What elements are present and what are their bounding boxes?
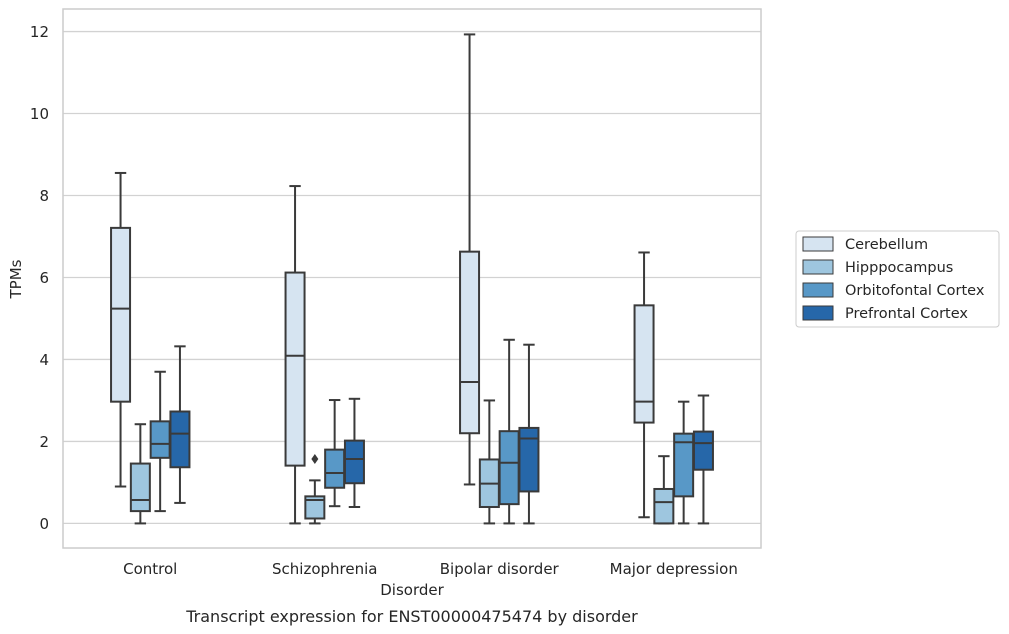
legend-label: Hipppocampus [845,260,953,276]
figure-caption: Transcript expression for ENST0000047547… [185,607,638,626]
legend-swatch [802,282,834,298]
y-tick-label: 8 [39,187,49,205]
legend: Cerebellum Hipppocampus Orbitofontal Corte… [795,230,1000,328]
x-axis-label: Disorder [380,581,444,599]
box-iqr [498,430,520,506]
y-tick-label: 2 [39,433,49,451]
legend-label: Prefrontal Cortex [845,306,968,322]
box-iqr [343,439,365,485]
box-hipppocampus [478,399,500,525]
box-orbitofontal-cortex [498,338,520,525]
legend-frame [795,230,1000,328]
box-prefrontal-cortex [692,394,714,525]
box-hipppocampus [129,423,151,525]
y-axis-label: TPMs [7,259,25,299]
y-tick-label: 10 [30,105,49,123]
y-tick-labels: 0 2 4 6 8 10 12 [30,23,49,533]
box-iqr [110,226,132,403]
x-tick-label: Control [123,560,177,578]
y-tick-label: 12 [30,23,49,41]
box-cerebellum [633,251,655,519]
x-tick-label: Major depression [610,560,738,578]
legend-swatch [802,236,834,252]
box-orbitofontal-cortex [324,399,346,508]
box-prefrontal-cortex [518,343,540,525]
box-cerebellum [110,171,132,488]
box-cerebellum [284,185,306,525]
box-hipppocampus [304,454,326,525]
box-iqr [324,448,346,489]
box-iqr [304,495,326,520]
box-orbitofontal-cortex [673,400,695,525]
plot-background [63,9,761,548]
box-iqr [653,487,675,525]
y-tick-label: 6 [39,269,49,287]
box-iqr [459,250,481,435]
legend-swatch [802,305,834,321]
box-iqr [518,426,540,493]
legend-label: Cerebellum [845,237,928,253]
box-cerebellum [459,33,481,486]
box-prefrontal-cortex [169,345,191,504]
box-iqr [129,462,151,513]
legend-swatch [802,259,834,275]
box-prefrontal-cortex [343,397,365,509]
box-iqr [169,410,191,469]
y-tick-label: 4 [39,351,49,369]
box-iqr [692,430,714,471]
box-iqr [633,304,655,424]
box-iqr [149,420,171,459]
box-iqr [284,271,306,467]
boxes [110,33,714,525]
x-tick-labels: Control Schizophrenia Bipolar disorder Majo… [123,560,738,578]
plot-frame [62,8,762,549]
outlier-point [311,454,319,465]
x-tick-label: Bipolar disorder [440,560,560,578]
legend-items: Cerebellum Hipppocampus Orbitofontal Corte… [802,236,985,322]
y-tick-label: 0 [39,515,49,533]
x-tick-label: Schizophrenia [272,560,377,578]
box-hipppocampus [653,455,675,525]
legend-label: Orbitofontal Cortex [845,283,985,299]
